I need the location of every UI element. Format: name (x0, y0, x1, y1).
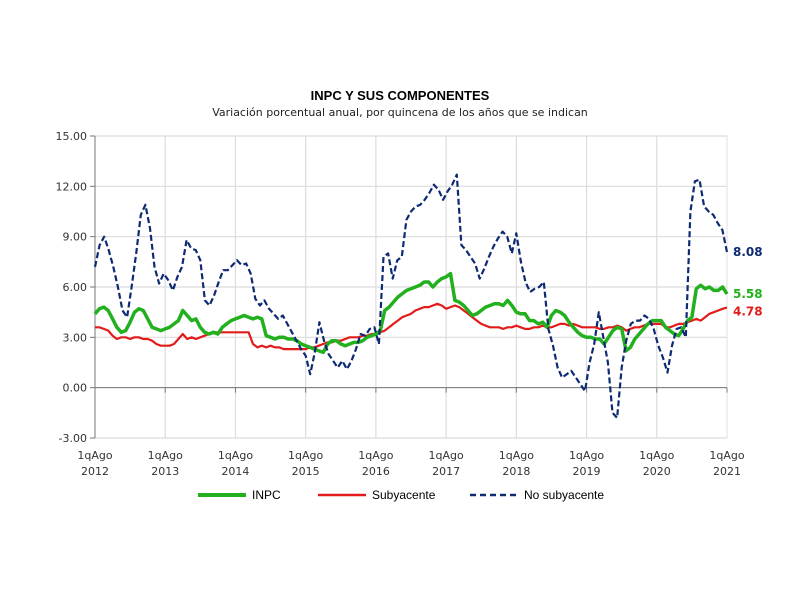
x-axis-ticks: 1qAgo 2012 1qAgo 2013 1qAgo 2014 1qAgo 2015 1qAg… (77, 387, 745, 478)
legend-label-inpc: INPC (252, 488, 281, 502)
x-tick-label-line1: 1qAgo (639, 449, 674, 462)
y-tick-label: 15.00 (56, 130, 88, 143)
legend: INPC Subyacente No subyacente (198, 488, 604, 502)
x-tick-label-line2: 2018 (502, 465, 530, 478)
x-tick-label-line2: 2014 (221, 465, 249, 478)
x-tick-label-line1: 1qAgo (218, 449, 253, 462)
y-tick-label: 12.00 (56, 180, 88, 193)
chart-title: INPC Y SUS COMPONENTES (311, 88, 490, 103)
x-tick-label-line1: 1qAgo (148, 449, 183, 462)
x-tick-label-line1: 1qAgo (358, 449, 393, 462)
x-tick-label-line2: 2013 (151, 465, 179, 478)
series-lines (93, 173, 729, 419)
y-tick-label: 9.00 (63, 231, 88, 244)
series-line-no-subyacente (93, 173, 729, 419)
x-tick-label-line2: 2015 (292, 465, 320, 478)
x-tick-label-line1: 1qAgo (709, 449, 744, 462)
end-label-inpc: 5.58 (733, 287, 763, 301)
x-tick-label-line1: 1qAgo (429, 449, 464, 462)
x-tick-label-line2: 2019 (573, 465, 601, 478)
y-tick-label: -3.00 (59, 432, 87, 445)
end-label-no-subyacente: 8.08 (733, 245, 763, 259)
y-axis-ticks: 15.00 12.00 9.00 6.00 3.00 0.00 -3.00 (56, 130, 95, 445)
x-tick-label-line2: 2020 (643, 465, 671, 478)
x-tick-label-line1: 1qAgo (569, 449, 604, 462)
x-tick-label-line1: 1qAgo (499, 449, 534, 462)
y-tick-label: 6.00 (63, 281, 88, 294)
y-tick-label: 0.00 (63, 382, 88, 395)
x-tick-label-line1: 1qAgo (77, 449, 112, 462)
end-label-subyacente: 4.78 (733, 304, 763, 318)
legend-label-no-subyacente: No subyacente (524, 488, 604, 502)
x-tick-label-line2: 2021 (713, 465, 741, 478)
x-tick-label-line2: 2016 (362, 465, 390, 478)
y-tick-label: 3.00 (63, 331, 88, 344)
x-tick-label-line2: 2012 (81, 465, 109, 478)
x-tick-label-line1: 1qAgo (288, 449, 323, 462)
legend-label-subyacente: Subyacente (372, 488, 436, 502)
series-line-inpc (93, 271, 729, 355)
x-tick-label-line2: 2017 (432, 465, 460, 478)
chart-subtitle: Variación porcentual anual, por quincena… (212, 106, 588, 119)
end-labels: 5.58 4.78 8.08 (733, 245, 763, 318)
